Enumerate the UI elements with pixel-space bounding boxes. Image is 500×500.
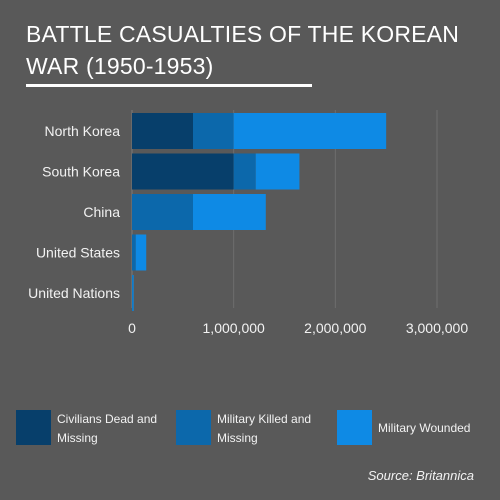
bar-segment xyxy=(132,234,136,271)
x-tick-label: 2,000,000 xyxy=(304,320,366,336)
bar-segment xyxy=(255,153,300,190)
chart-title: BATTLE CASUALTIES OF THE KOREAN WAR (195… xyxy=(26,18,466,82)
bar-segment xyxy=(193,194,266,230)
bar-segment xyxy=(135,234,147,271)
legend-label-military-wounded: Military Wounded xyxy=(378,421,471,435)
legend-swatch-military-wounded xyxy=(337,410,372,445)
bar-segment xyxy=(132,113,193,149)
title-underline xyxy=(26,84,312,87)
category-label: South Korea xyxy=(42,164,120,180)
bar-segment xyxy=(233,113,387,149)
bar-segment xyxy=(132,275,134,311)
legend-label-military-killed: Military Killed and Missing xyxy=(217,412,312,445)
category-label: North Korea xyxy=(45,123,121,139)
bar-segment xyxy=(233,153,256,190)
bar-segment xyxy=(132,153,234,190)
x-tick-label: 1,000,000 xyxy=(203,320,265,336)
category-label: United States xyxy=(36,245,120,261)
category-label: United Nations xyxy=(28,285,120,301)
legend-swatch-civilians xyxy=(16,410,51,445)
chart-title-line-2: WAR (1950-1953) xyxy=(26,53,214,79)
legend-swatch-military-killed xyxy=(176,410,211,445)
x-tick-label: 3,000,000 xyxy=(406,320,468,336)
category-label: China xyxy=(83,204,120,220)
chart-title-line-1: BATTLE CASUALTIES OF THE KOREAN xyxy=(26,21,460,47)
bar-segment xyxy=(193,113,234,149)
source-note: Source: Britannica xyxy=(367,468,474,483)
x-tick-label: 0 xyxy=(128,320,136,336)
legend-label-civilians: Civilians Dead and Missing xyxy=(57,412,158,445)
bar-segment xyxy=(132,194,193,230)
